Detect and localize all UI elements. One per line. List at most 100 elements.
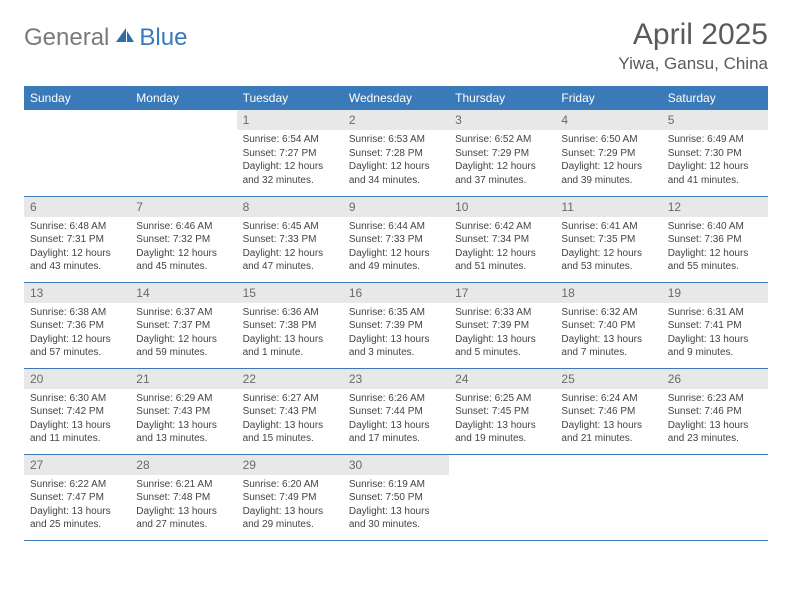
day-number: 30 [343, 455, 449, 475]
calendar-day-cell: 1Sunrise: 6:54 AMSunset: 7:27 PMDaylight… [237, 110, 343, 196]
calendar-body: 1Sunrise: 6:54 AMSunset: 7:27 PMDaylight… [24, 110, 768, 540]
day-details: Sunrise: 6:40 AMSunset: 7:36 PMDaylight:… [662, 217, 768, 278]
calendar-table: SundayMondayTuesdayWednesdayThursdayFrid… [24, 86, 768, 541]
location: Yiwa, Gansu, China [618, 54, 768, 74]
logo-text-blue: Blue [139, 24, 187, 52]
calendar-day-cell: 10Sunrise: 6:42 AMSunset: 7:34 PMDayligh… [449, 196, 555, 282]
calendar-empty-cell [662, 454, 768, 540]
day-details: Sunrise: 6:23 AMSunset: 7:46 PMDaylight:… [662, 389, 768, 450]
day-number: 10 [449, 197, 555, 217]
calendar-day-cell: 5Sunrise: 6:49 AMSunset: 7:30 PMDaylight… [662, 110, 768, 196]
logo-text-general: General [24, 24, 109, 52]
day-details: Sunrise: 6:52 AMSunset: 7:29 PMDaylight:… [449, 130, 555, 191]
calendar-day-cell: 3Sunrise: 6:52 AMSunset: 7:29 PMDaylight… [449, 110, 555, 196]
day-number: 15 [237, 283, 343, 303]
calendar-day-cell: 13Sunrise: 6:38 AMSunset: 7:36 PMDayligh… [24, 282, 130, 368]
day-number: 6 [24, 197, 130, 217]
weekday-header-row: SundayMondayTuesdayWednesdayThursdayFrid… [24, 86, 768, 110]
header: General Blue April 2025 Yiwa, Gansu, Chi… [24, 18, 768, 74]
day-number: 29 [237, 455, 343, 475]
day-number: 14 [130, 283, 236, 303]
day-details: Sunrise: 6:22 AMSunset: 7:47 PMDaylight:… [24, 475, 130, 536]
calendar-day-cell: 30Sunrise: 6:19 AMSunset: 7:50 PMDayligh… [343, 454, 449, 540]
day-number: 1 [237, 110, 343, 130]
day-number: 4 [555, 110, 661, 130]
day-details: Sunrise: 6:27 AMSunset: 7:43 PMDaylight:… [237, 389, 343, 450]
day-number: 9 [343, 197, 449, 217]
calendar-row: 1Sunrise: 6:54 AMSunset: 7:27 PMDaylight… [24, 110, 768, 196]
day-number: 18 [555, 283, 661, 303]
day-details: Sunrise: 6:53 AMSunset: 7:28 PMDaylight:… [343, 130, 449, 191]
day-details: Sunrise: 6:45 AMSunset: 7:33 PMDaylight:… [237, 217, 343, 278]
calendar-day-cell: 18Sunrise: 6:32 AMSunset: 7:40 PMDayligh… [555, 282, 661, 368]
day-details: Sunrise: 6:26 AMSunset: 7:44 PMDaylight:… [343, 389, 449, 450]
day-details: Sunrise: 6:46 AMSunset: 7:32 PMDaylight:… [130, 217, 236, 278]
calendar-day-cell: 6Sunrise: 6:48 AMSunset: 7:31 PMDaylight… [24, 196, 130, 282]
calendar-day-cell: 2Sunrise: 6:53 AMSunset: 7:28 PMDaylight… [343, 110, 449, 196]
calendar-day-cell: 23Sunrise: 6:26 AMSunset: 7:44 PMDayligh… [343, 368, 449, 454]
calendar-day-cell: 28Sunrise: 6:21 AMSunset: 7:48 PMDayligh… [130, 454, 236, 540]
day-details: Sunrise: 6:36 AMSunset: 7:38 PMDaylight:… [237, 303, 343, 364]
day-number: 12 [662, 197, 768, 217]
weekday-header: Sunday [24, 86, 130, 110]
day-details: Sunrise: 6:20 AMSunset: 7:49 PMDaylight:… [237, 475, 343, 536]
calendar-day-cell: 17Sunrise: 6:33 AMSunset: 7:39 PMDayligh… [449, 282, 555, 368]
day-number: 25 [555, 369, 661, 389]
day-number: 16 [343, 283, 449, 303]
calendar-day-cell: 7Sunrise: 6:46 AMSunset: 7:32 PMDaylight… [130, 196, 236, 282]
calendar-day-cell: 16Sunrise: 6:35 AMSunset: 7:39 PMDayligh… [343, 282, 449, 368]
day-number: 20 [24, 369, 130, 389]
calendar-day-cell: 21Sunrise: 6:29 AMSunset: 7:43 PMDayligh… [130, 368, 236, 454]
calendar-empty-cell [449, 454, 555, 540]
calendar-day-cell: 4Sunrise: 6:50 AMSunset: 7:29 PMDaylight… [555, 110, 661, 196]
day-details: Sunrise: 6:30 AMSunset: 7:42 PMDaylight:… [24, 389, 130, 450]
day-details: Sunrise: 6:49 AMSunset: 7:30 PMDaylight:… [662, 130, 768, 191]
calendar-day-cell: 29Sunrise: 6:20 AMSunset: 7:49 PMDayligh… [237, 454, 343, 540]
day-details: Sunrise: 6:25 AMSunset: 7:45 PMDaylight:… [449, 389, 555, 450]
calendar-empty-cell [555, 454, 661, 540]
calendar-day-cell: 24Sunrise: 6:25 AMSunset: 7:45 PMDayligh… [449, 368, 555, 454]
day-number: 27 [24, 455, 130, 475]
calendar-day-cell: 14Sunrise: 6:37 AMSunset: 7:37 PMDayligh… [130, 282, 236, 368]
calendar-empty-cell [24, 110, 130, 196]
day-number: 28 [130, 455, 236, 475]
calendar-row: 20Sunrise: 6:30 AMSunset: 7:42 PMDayligh… [24, 368, 768, 454]
day-number: 17 [449, 283, 555, 303]
calendar-day-cell: 19Sunrise: 6:31 AMSunset: 7:41 PMDayligh… [662, 282, 768, 368]
day-number: 3 [449, 110, 555, 130]
day-details: Sunrise: 6:54 AMSunset: 7:27 PMDaylight:… [237, 130, 343, 191]
day-number: 5 [662, 110, 768, 130]
day-details: Sunrise: 6:33 AMSunset: 7:39 PMDaylight:… [449, 303, 555, 364]
calendar-day-cell: 25Sunrise: 6:24 AMSunset: 7:46 PMDayligh… [555, 368, 661, 454]
calendar-day-cell: 27Sunrise: 6:22 AMSunset: 7:47 PMDayligh… [24, 454, 130, 540]
day-number: 22 [237, 369, 343, 389]
day-details: Sunrise: 6:24 AMSunset: 7:46 PMDaylight:… [555, 389, 661, 450]
day-details: Sunrise: 6:19 AMSunset: 7:50 PMDaylight:… [343, 475, 449, 536]
calendar-row: 27Sunrise: 6:22 AMSunset: 7:47 PMDayligh… [24, 454, 768, 540]
weekday-header: Monday [130, 86, 236, 110]
day-number: 24 [449, 369, 555, 389]
day-number: 2 [343, 110, 449, 130]
weekday-header: Wednesday [343, 86, 449, 110]
calendar-day-cell: 15Sunrise: 6:36 AMSunset: 7:38 PMDayligh… [237, 282, 343, 368]
calendar-empty-cell [130, 110, 236, 196]
day-details: Sunrise: 6:35 AMSunset: 7:39 PMDaylight:… [343, 303, 449, 364]
day-number: 11 [555, 197, 661, 217]
day-details: Sunrise: 6:50 AMSunset: 7:29 PMDaylight:… [555, 130, 661, 191]
day-number: 7 [130, 197, 236, 217]
day-details: Sunrise: 6:38 AMSunset: 7:36 PMDaylight:… [24, 303, 130, 364]
day-number: 13 [24, 283, 130, 303]
day-details: Sunrise: 6:31 AMSunset: 7:41 PMDaylight:… [662, 303, 768, 364]
weekday-header: Thursday [449, 86, 555, 110]
title-block: April 2025 Yiwa, Gansu, China [618, 18, 768, 74]
day-number: 21 [130, 369, 236, 389]
day-details: Sunrise: 6:42 AMSunset: 7:34 PMDaylight:… [449, 217, 555, 278]
month-title: April 2025 [618, 18, 768, 52]
logo-sail-icon [114, 26, 136, 49]
calendar-row: 6Sunrise: 6:48 AMSunset: 7:31 PMDaylight… [24, 196, 768, 282]
day-details: Sunrise: 6:44 AMSunset: 7:33 PMDaylight:… [343, 217, 449, 278]
day-details: Sunrise: 6:29 AMSunset: 7:43 PMDaylight:… [130, 389, 236, 450]
day-details: Sunrise: 6:48 AMSunset: 7:31 PMDaylight:… [24, 217, 130, 278]
weekday-header: Tuesday [237, 86, 343, 110]
calendar-day-cell: 12Sunrise: 6:40 AMSunset: 7:36 PMDayligh… [662, 196, 768, 282]
